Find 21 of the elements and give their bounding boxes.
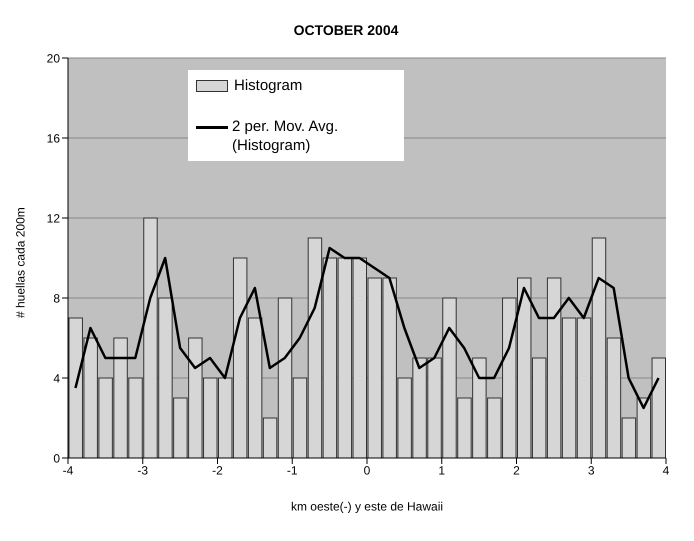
x-axis-title: km oeste(-) y este de Hawaii	[290, 500, 444, 514]
x-tick-label: 3	[588, 464, 595, 478]
x-tick-label: -2	[212, 464, 224, 478]
y-tick-label: 4	[53, 371, 60, 386]
y-tick-label: 12	[46, 211, 60, 226]
y-tick-label: 0	[53, 451, 60, 466]
legend-label: Histogram	[234, 76, 302, 95]
x-tick-label: -3	[137, 464, 148, 478]
x-tick-label: 4	[662, 464, 670, 478]
y-tick-label: 20	[46, 51, 60, 66]
x-tick-label: 2	[513, 464, 520, 478]
x-tick-label: -4	[62, 464, 74, 478]
chart-title: OCTOBER 2004	[292, 22, 400, 38]
legend-label: 2 per. Mov. Avg. (Histogram)	[232, 117, 340, 155]
y-tick-label: 8	[53, 291, 60, 306]
y-tick-label: 16	[46, 131, 60, 146]
x-tick-label: 1	[438, 464, 446, 478]
y-axis-title: # huellas cada 200m	[13, 207, 28, 318]
x-tick-label: 0	[364, 464, 371, 478]
x-tick-label: -1	[286, 464, 298, 478]
line-series	[74, 246, 660, 410]
